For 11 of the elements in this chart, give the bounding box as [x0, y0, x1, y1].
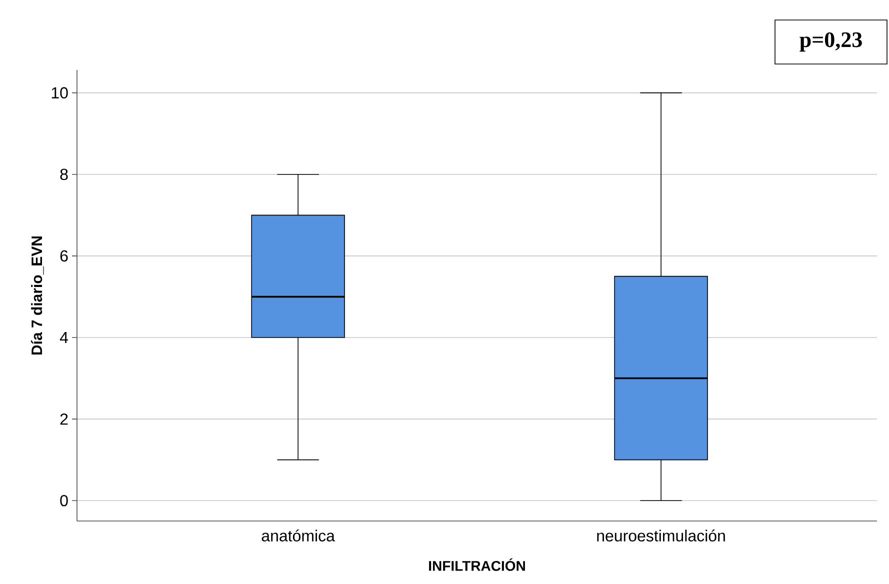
y-tick-label: 8: [60, 168, 68, 180]
x-tick-label: anatómica: [262, 530, 335, 542]
x-axis-title: INFILTRACIÓN: [429, 558, 525, 571]
y-tick-label: 4: [60, 332, 68, 344]
y-tick-label: 6: [60, 250, 68, 262]
y-axis-title: Día 7 diario_EVN: [30, 236, 44, 355]
y-tick-label: 2: [60, 413, 68, 425]
y-tick-label: 0: [60, 494, 68, 506]
x-tick-label: neuroestimulación: [597, 530, 725, 542]
text: p=0,23: [800, 32, 862, 52]
y-tick-label: 10: [52, 87, 68, 98]
